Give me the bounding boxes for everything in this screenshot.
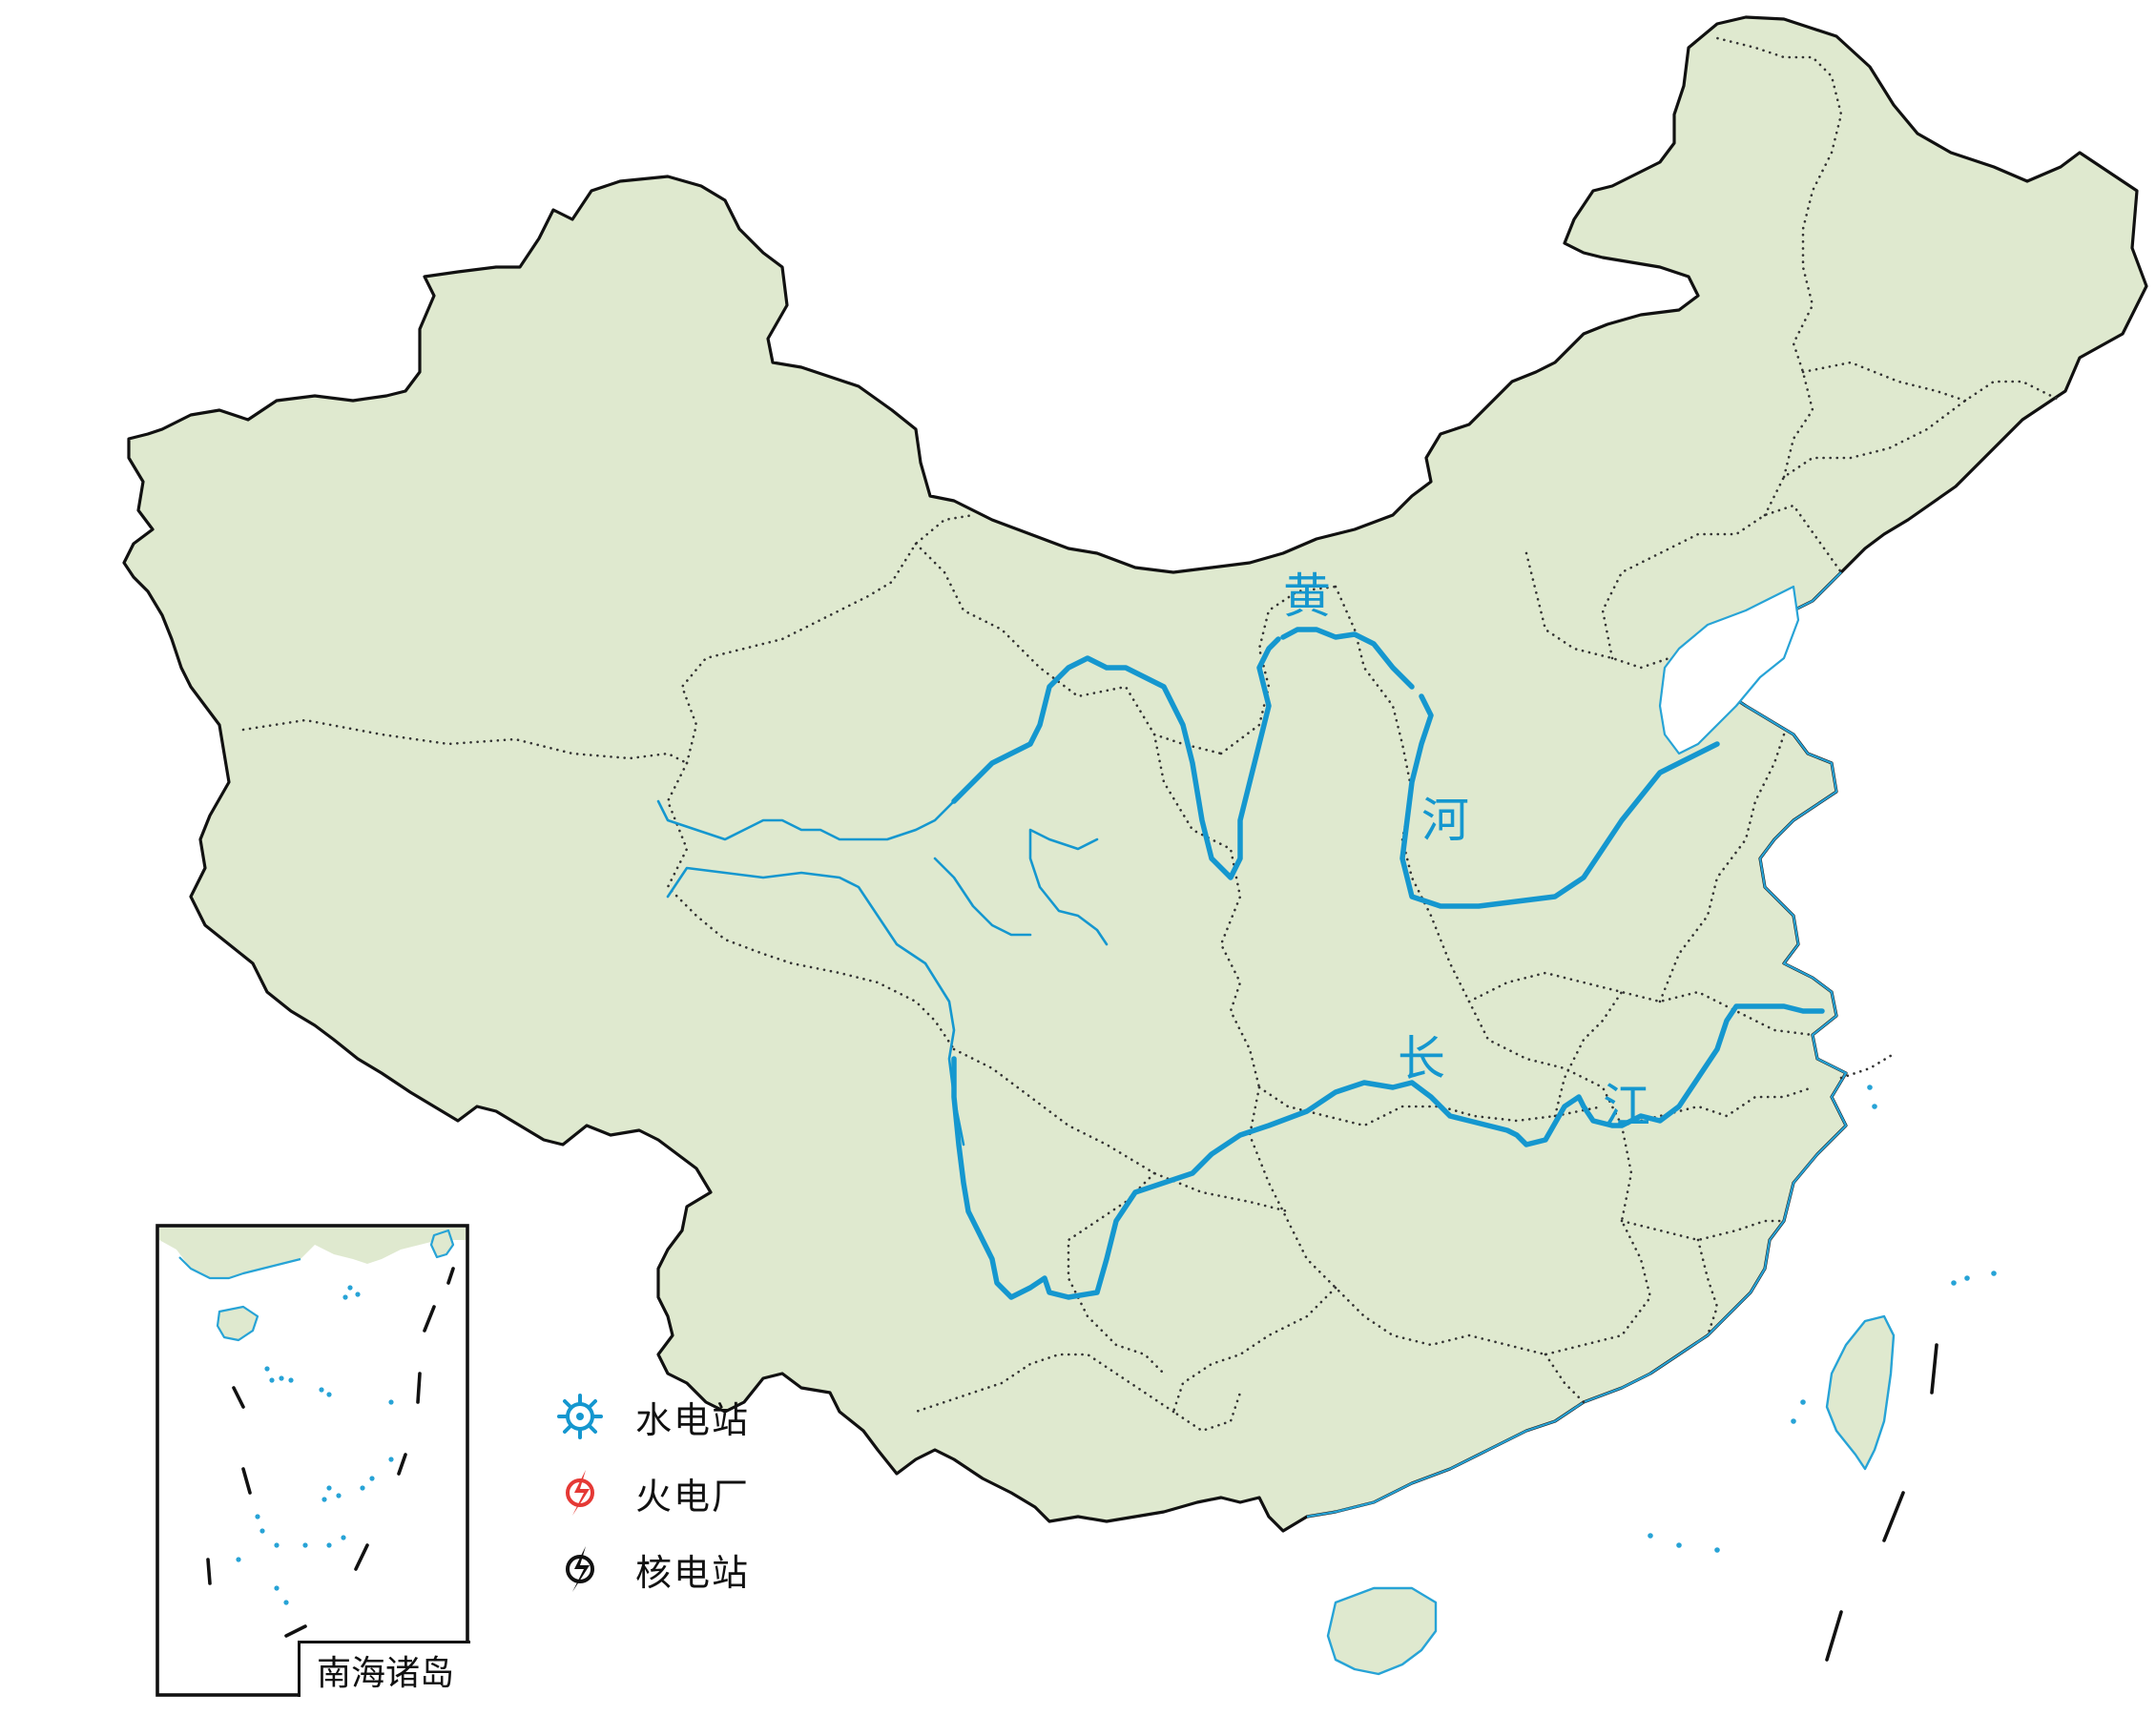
bohai-sea — [1658, 585, 1800, 755]
legend-label-thermal: 火电厂 — [635, 1475, 751, 1518]
yangtze-river-label-1: 长 — [1398, 1031, 1445, 1086]
yellow-river — [951, 636, 1281, 880]
yangtze-river-label-2: 江 — [1603, 1079, 1650, 1134]
coastal-boundary-dots — [1839, 1052, 1896, 1080]
yellow-river-lower — [1280, 627, 1720, 909]
hainan-island — [1326, 1586, 1438, 1676]
inset-mainland — [159, 1228, 466, 1278]
hydropower-station-icon — [557, 1394, 603, 1439]
maritime-boundary-dashes — [1825, 1343, 1938, 1662]
yangtze-river — [951, 1003, 1825, 1300]
legend-label-hydropower: 水电站 — [635, 1398, 751, 1441]
legend-item-thermal: 火电厂 — [553, 1464, 750, 1521]
inset-taiwan — [429, 1229, 455, 1259]
yellow-river-tributary — [1028, 828, 1109, 946]
thermal-power-plant-icon — [566, 1470, 594, 1516]
legend-label-nuclear: 核电站 — [635, 1551, 751, 1594]
taiwan-island — [1825, 1314, 1896, 1471]
provincial-boundaries — [241, 36, 2063, 1433]
yellow-river-label-1: 黄 — [1283, 568, 1331, 624]
coastal-islands — [1648, 1085, 1997, 1553]
nuclear-power-station-icon — [566, 1546, 594, 1592]
inset-hainan — [216, 1305, 259, 1342]
yangtze-river-upper — [666, 866, 965, 1147]
south-china-sea-inset — [155, 1224, 469, 1697]
yellow-river-label-2: 河 — [1421, 793, 1469, 848]
legend-item-hydropower: 水电站 — [553, 1388, 750, 1445]
yellow-river-upper — [656, 799, 956, 841]
yellow-river-source — [933, 857, 1032, 937]
inset-label: 南海诸岛 — [298, 1641, 470, 1697]
coastline — [1306, 571, 1848, 1519]
legend-item-nuclear: 核电站 — [553, 1540, 750, 1598]
